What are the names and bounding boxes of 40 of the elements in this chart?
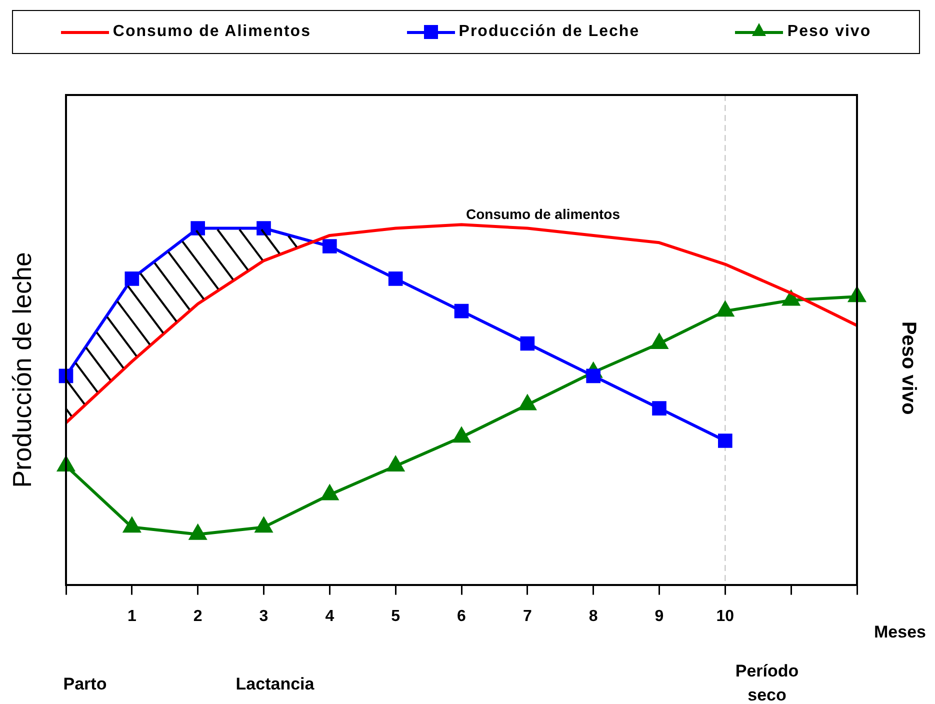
point <box>255 518 272 533</box>
point <box>256 221 271 236</box>
point <box>189 524 206 540</box>
point <box>718 434 732 448</box>
x-tick-label: 5 <box>391 608 400 625</box>
y2-axis-title: Peso vivo <box>897 321 920 415</box>
x-tick-label: 3 <box>259 608 268 625</box>
point <box>782 290 800 306</box>
legend-label: Consumo de Alimentos <box>112 23 311 41</box>
point <box>650 334 668 349</box>
x-tick-label: 4 <box>325 608 334 625</box>
point <box>518 395 536 410</box>
point <box>454 304 469 318</box>
point <box>716 302 734 317</box>
point <box>190 221 205 236</box>
point <box>322 239 337 254</box>
point <box>586 368 600 384</box>
point <box>123 518 140 533</box>
x-axis-title: Meses <box>874 622 926 642</box>
x-tick-label: 10 <box>716 608 734 625</box>
x-tick-label: 8 <box>588 608 598 625</box>
text: Parto <box>63 674 107 694</box>
point <box>453 428 470 443</box>
x-tick-label: 2 <box>193 608 202 625</box>
x-tick-label: 6 <box>457 608 466 625</box>
point <box>124 272 140 286</box>
text: Consumo de alimentos <box>466 206 620 222</box>
point <box>652 401 666 416</box>
point <box>520 336 535 351</box>
y-axis-title: Producción de leche <box>7 252 38 488</box>
point <box>387 456 404 472</box>
point <box>321 485 338 500</box>
legend-label: Producción de Leche <box>458 23 640 41</box>
text: Lactancia <box>236 674 315 694</box>
point <box>388 272 403 286</box>
legend-label: Peso vivo <box>787 23 872 41</box>
x-tick-label: 9 <box>654 608 664 625</box>
text: Período seco <box>735 662 799 704</box>
x-tick-label: 7 <box>522 608 532 625</box>
x-tick-label: 1 <box>127 608 136 625</box>
